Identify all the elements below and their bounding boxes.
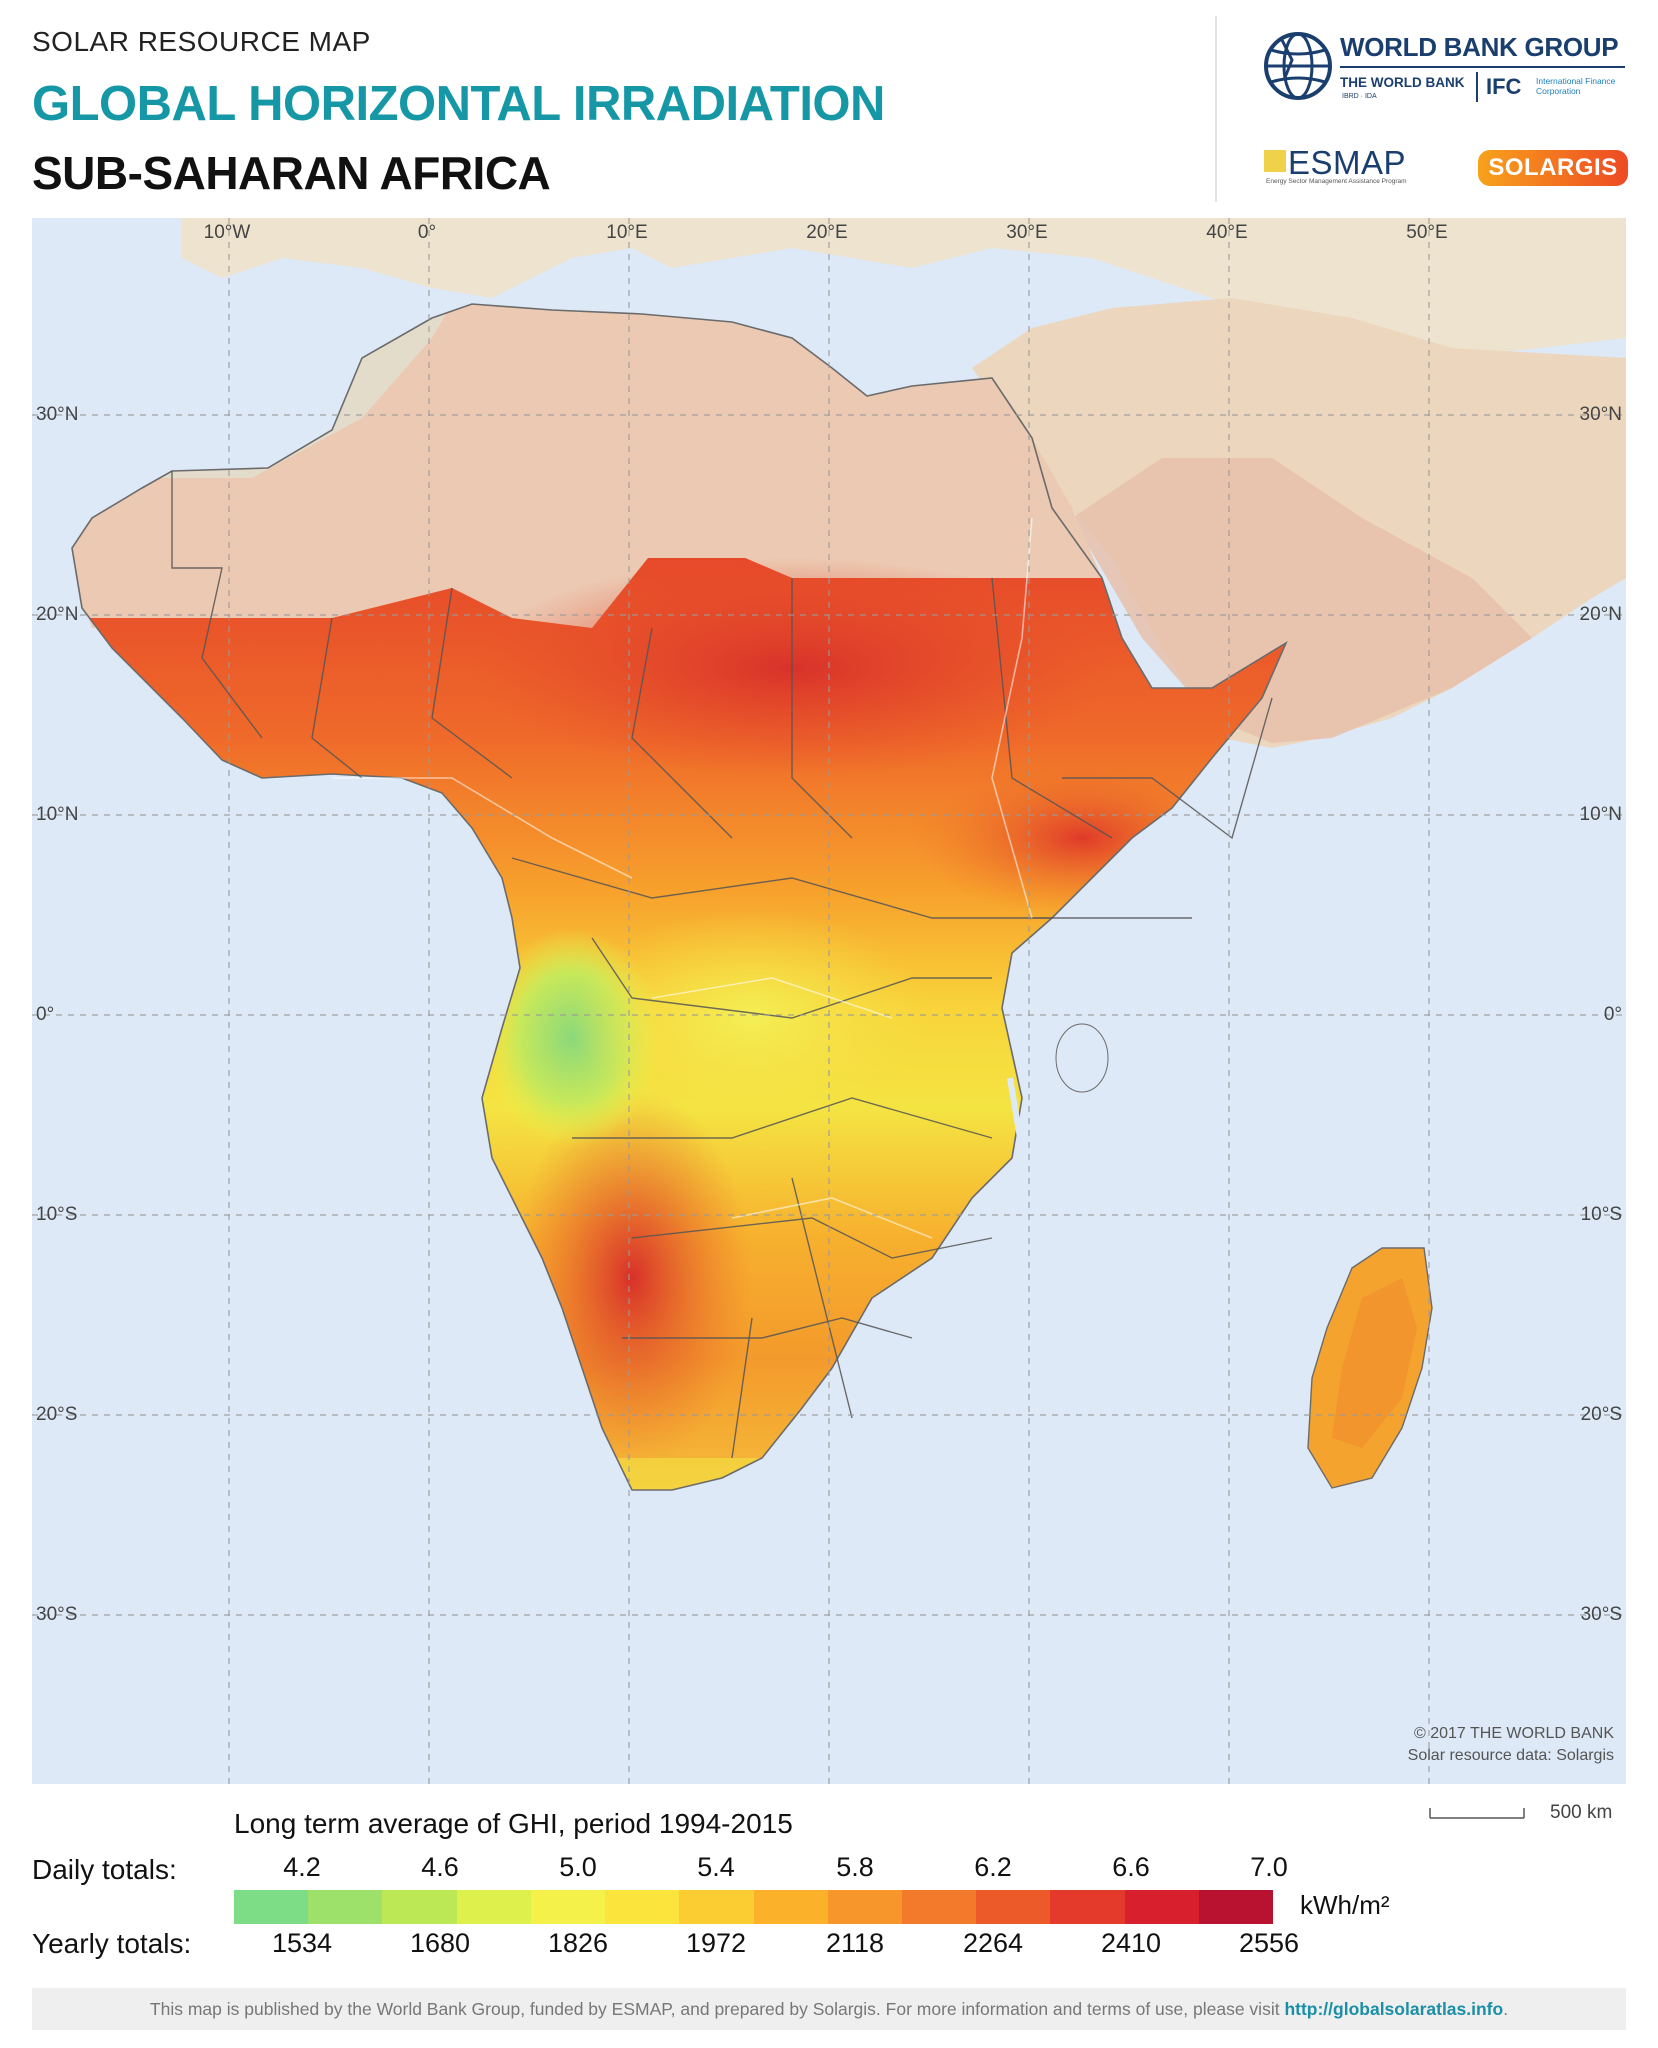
color-swatch — [901, 1890, 977, 1924]
color-swatch — [976, 1890, 1051, 1924]
lat-label: 10°N — [1580, 804, 1622, 825]
lat-label: 10°S — [36, 1204, 77, 1225]
header-divider — [1215, 16, 1217, 202]
color-scale-bar — [234, 1890, 1274, 1924]
daily-tick: 5.0 — [559, 1852, 597, 1882]
lat-label: 20°N — [36, 604, 78, 625]
logo-divider — [1476, 72, 1478, 102]
daily-totals-label: Daily totals: — [32, 1854, 177, 1885]
yearly-tick: 1680 — [409, 1928, 471, 1958]
scale-label: 500 km — [1550, 1802, 1613, 1823]
ifc-logo: IFC — [1486, 74, 1522, 99]
lat-label: 30°S — [36, 1604, 77, 1625]
world-bank-sublabel: IBRD · IDA — [1342, 93, 1377, 100]
daily-tick: 6.2 — [974, 1852, 1012, 1882]
color-swatch — [605, 1890, 680, 1924]
lon-label: 30°E — [1006, 222, 1047, 243]
daily-tick: 4.2 — [283, 1852, 321, 1882]
lat-label: 10°S — [1581, 1204, 1622, 1225]
color-swatch — [530, 1890, 606, 1924]
lon-label: 10°E — [606, 222, 647, 243]
legend-title: Long term average of GHI, period 1994-20… — [234, 1808, 793, 1839]
lat-label: 30°N — [1580, 404, 1622, 425]
lat-label: 10°N — [36, 804, 78, 825]
map-supertitle: SOLAR RESOURCE MAP — [32, 26, 371, 57]
daily-tick: 7.0 — [1250, 1852, 1288, 1882]
color-swatch — [1198, 1890, 1274, 1924]
color-swatch — [456, 1890, 531, 1924]
yearly-tick: 2264 — [962, 1928, 1024, 1958]
lat-label: 20°S — [36, 1404, 77, 1425]
daily-tick: 6.6 — [1112, 1852, 1150, 1882]
color-swatch — [1050, 1890, 1125, 1924]
daily-tick: 5.4 — [697, 1852, 735, 1882]
ifc-sublabel: International Finance Corporation — [1536, 76, 1616, 96]
yearly-totals-label: Yearly totals: — [32, 1928, 192, 1959]
yearly-tick: 2118 — [825, 1928, 885, 1958]
esmap-logo: ESMAP — [1288, 144, 1407, 181]
map-copyright: © 2017 THE WORLD BANK — [1414, 1725, 1614, 1742]
lon-label: 10°W — [204, 222, 251, 243]
unit-label: kWh/m² — [1300, 1890, 1390, 1920]
solargis-logo: SOLARGIS — [1478, 150, 1628, 186]
yearly-tick: 1972 — [685, 1928, 747, 1958]
ghi-map: 10°W 0° 10°E 20°E 30°E 40°E 50°E 30°N 20… — [32, 218, 1626, 1784]
daily-tick: 5.8 — [836, 1852, 874, 1882]
scale-bar — [1429, 1808, 1525, 1819]
world-bank-logo: THE WORLD BANK — [1340, 75, 1465, 90]
color-swatch — [1124, 1890, 1199, 1924]
lon-label: 20°E — [806, 222, 847, 243]
world-bank-group-logo: WORLD BANK GROUP — [1340, 32, 1619, 62]
lon-label: 0° — [418, 222, 436, 243]
lat-label: 30°S — [1581, 1604, 1622, 1625]
globalsolaratlas-link[interactable]: http://globalsolaratlas.info — [1284, 1999, 1504, 2019]
globe-icon — [1264, 32, 1332, 100]
lat-label: 30°N — [36, 404, 78, 425]
color-swatch — [308, 1890, 383, 1924]
yearly-tick: 1826 — [547, 1928, 609, 1958]
color-swatch — [827, 1890, 902, 1924]
yearly-tick: 1534 — [271, 1928, 333, 1958]
lat-label: 0° — [36, 1004, 54, 1025]
map-subtitle: SUB-SAHARAN AFRICA — [32, 147, 551, 199]
esmap-sublabel: Energy Sector Management Assistance Prog… — [1266, 178, 1407, 185]
lat-label: 20°S — [1581, 1404, 1622, 1425]
map-source: Solar resource data: Solargis — [1408, 1747, 1614, 1764]
footer-end: . — [1503, 1999, 1509, 2019]
daily-tick: 4.6 — [421, 1852, 459, 1882]
color-swatch — [382, 1890, 457, 1924]
lon-label: 50°E — [1406, 222, 1447, 243]
color-swatch — [679, 1890, 754, 1924]
lon-label: 40°E — [1206, 222, 1247, 243]
lat-label: 20°N — [1580, 604, 1622, 625]
yearly-tick: 2556 — [1238, 1928, 1300, 1958]
map-title: GLOBAL HORIZONTAL IRRADIATION — [32, 77, 885, 131]
esmap-mark-icon — [1264, 150, 1286, 172]
color-swatch — [234, 1890, 309, 1924]
lat-label: 0° — [1604, 1004, 1622, 1025]
yearly-tick: 2410 — [1100, 1928, 1162, 1958]
footer-note: This map is published by the World Bank … — [32, 1988, 1626, 2030]
color-swatch — [753, 1890, 828, 1924]
logo-rule — [1340, 66, 1625, 68]
footer-text: This map is published by the World Bank … — [149, 1999, 1285, 2019]
